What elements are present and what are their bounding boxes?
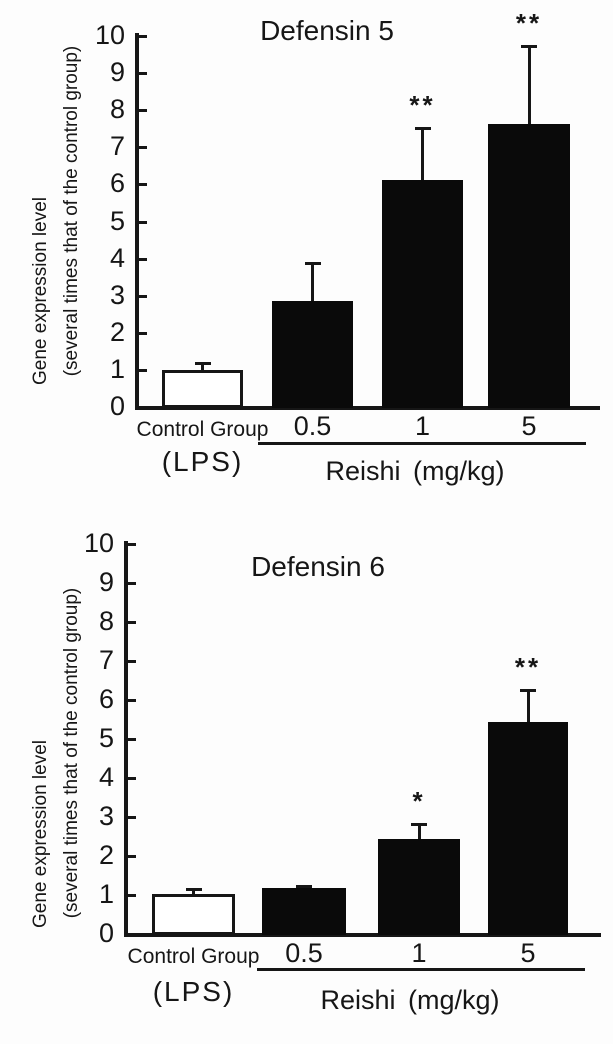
error-bar-line [527, 45, 531, 124]
x-tick-label-control: Control Group [136, 418, 269, 441]
x-tick-label: 0.5 [293, 411, 332, 441]
y-tick-label: 7 [109, 131, 125, 161]
treatment-underline [257, 968, 585, 971]
y-tick [139, 72, 147, 75]
y-tick-label: 9 [98, 567, 114, 597]
chart-title: Defensin 5 [260, 15, 394, 46]
lps-label: (LPS) [152, 976, 235, 1007]
error-bar-cap [296, 885, 312, 888]
error-bar-line [192, 888, 195, 894]
y-tick [128, 738, 136, 741]
y-tick-label: 6 [98, 684, 114, 714]
y-tick [139, 146, 147, 149]
y-tick-label: 4 [109, 243, 125, 273]
error-bar-cap [304, 262, 321, 265]
y-tick-label: 7 [98, 645, 114, 675]
y-tick-label: 5 [109, 206, 125, 236]
bar [378, 839, 460, 935]
y-tick-label: 3 [109, 280, 125, 310]
error-bar-cap [414, 127, 431, 130]
bar [488, 124, 570, 408]
bar [162, 370, 243, 408]
y-tick [128, 777, 136, 780]
error-bar-line [417, 823, 421, 839]
y-tick-label: 10 [83, 528, 114, 558]
significance-marker: ** [409, 90, 436, 120]
x-tick-label: 0.5 [285, 938, 323, 968]
x-axis-line [124, 933, 601, 937]
y-tick-label: 4 [98, 762, 114, 792]
y-tick-label: 6 [109, 168, 125, 198]
y-tick [128, 855, 136, 858]
y-tick-label: 8 [109, 94, 125, 124]
significance-marker: ** [514, 652, 542, 682]
x-tick-label: 1 [411, 938, 427, 968]
y-tick-label: 1 [109, 354, 125, 384]
error-bar-line [526, 689, 530, 722]
y-tick [139, 295, 147, 298]
error-bar-line [311, 262, 314, 301]
significance-marker: ** [515, 8, 543, 38]
lps-label: (LPS) [161, 446, 244, 477]
error-bar-cap [194, 362, 211, 365]
y-tick [128, 543, 136, 546]
error-bar-cap [520, 689, 536, 692]
x-tick-label: 1 [414, 411, 431, 441]
y-axis-line [135, 33, 139, 410]
y-tick-label: 0 [98, 918, 114, 948]
x-tick-label: 5 [520, 938, 536, 968]
y-tick [128, 621, 136, 624]
x-tick-label-control: Control Group [127, 945, 260, 968]
treatment-axis-label: Reishi (mg/kg) [325, 456, 505, 486]
y-axis-label: Gene expression level [30, 740, 51, 928]
y-tick-label: 8 [98, 606, 114, 636]
y-tick [139, 183, 147, 186]
y-tick [139, 369, 147, 372]
y-tick [139, 258, 147, 261]
y-tick-label: 5 [98, 723, 114, 753]
y-tick-label: 10 [94, 20, 125, 50]
error-bar-cap [185, 888, 202, 891]
y-tick-label: 2 [98, 840, 114, 870]
bar [488, 722, 568, 935]
y-tick [128, 582, 136, 585]
error-bar-line [201, 362, 204, 370]
error-bar-line [421, 127, 424, 180]
bar [152, 894, 235, 935]
y-tick-label: 3 [98, 801, 114, 831]
significance-marker: * [412, 786, 426, 816]
y-tick [128, 894, 136, 897]
bar [382, 180, 463, 408]
treatment-underline [258, 442, 586, 445]
y-tick [139, 332, 147, 335]
y-tick [139, 221, 147, 224]
y-axis-line [124, 541, 128, 937]
error-bar-cap [411, 823, 427, 826]
y-tick [128, 699, 136, 702]
x-axis-line [135, 406, 600, 410]
defensin5-chart: Defensin 5 Gene expression level (severa… [0, 0, 613, 512]
error-bar-cap [521, 45, 537, 48]
y-tick-label: 2 [109, 317, 125, 347]
y-tick-label: 9 [109, 57, 125, 87]
bar [262, 888, 346, 935]
y-tick-label: 1 [98, 879, 114, 909]
y-tick [139, 109, 147, 112]
y-tick-label: 0 [109, 391, 125, 421]
treatment-axis-label: Reishi (mg/kg) [320, 985, 500, 1015]
y-tick [128, 816, 136, 819]
y-tick [128, 660, 136, 663]
bar [272, 301, 353, 408]
y-tick [139, 35, 147, 38]
chart-title: Defensin 6 [251, 551, 385, 582]
x-tick-label: 5 [521, 411, 537, 441]
